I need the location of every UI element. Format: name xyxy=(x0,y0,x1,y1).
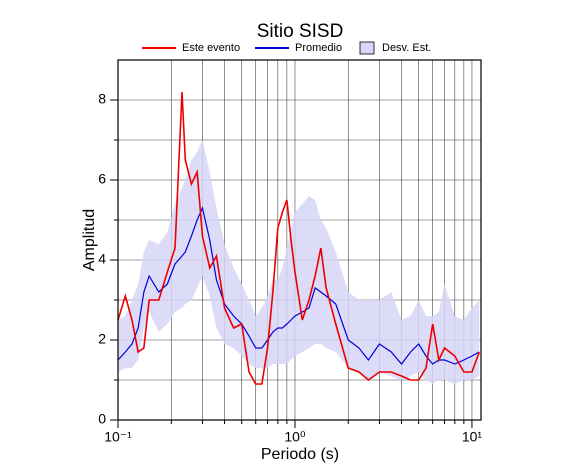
legend-swatch xyxy=(359,41,375,55)
std-band xyxy=(118,140,480,384)
x-tick-label: 10¹ xyxy=(462,429,483,445)
x-tick-label: 10⁻¹ xyxy=(104,429,132,445)
series-line xyxy=(117,91,481,385)
y-tick-label: 4 xyxy=(98,251,106,267)
y-tick-label: 0 xyxy=(98,411,106,427)
x-tick-label: 10⁰ xyxy=(284,429,306,445)
y-axis-label: Amplitud xyxy=(81,209,98,271)
legend-label: Promedio xyxy=(295,42,342,54)
plot-frame xyxy=(117,59,482,421)
series-line xyxy=(117,206,480,365)
legend-label: Desv. Est. xyxy=(382,42,431,54)
chart-title: Sitio SISD xyxy=(257,21,344,42)
x-axis-label: Periodo (s) xyxy=(261,446,339,463)
y-tick-label: 6 xyxy=(98,171,106,187)
y-tick-label: 2 xyxy=(98,331,106,347)
legend-label: Este evento xyxy=(182,42,240,54)
y-tick-label: 8 xyxy=(98,91,106,107)
